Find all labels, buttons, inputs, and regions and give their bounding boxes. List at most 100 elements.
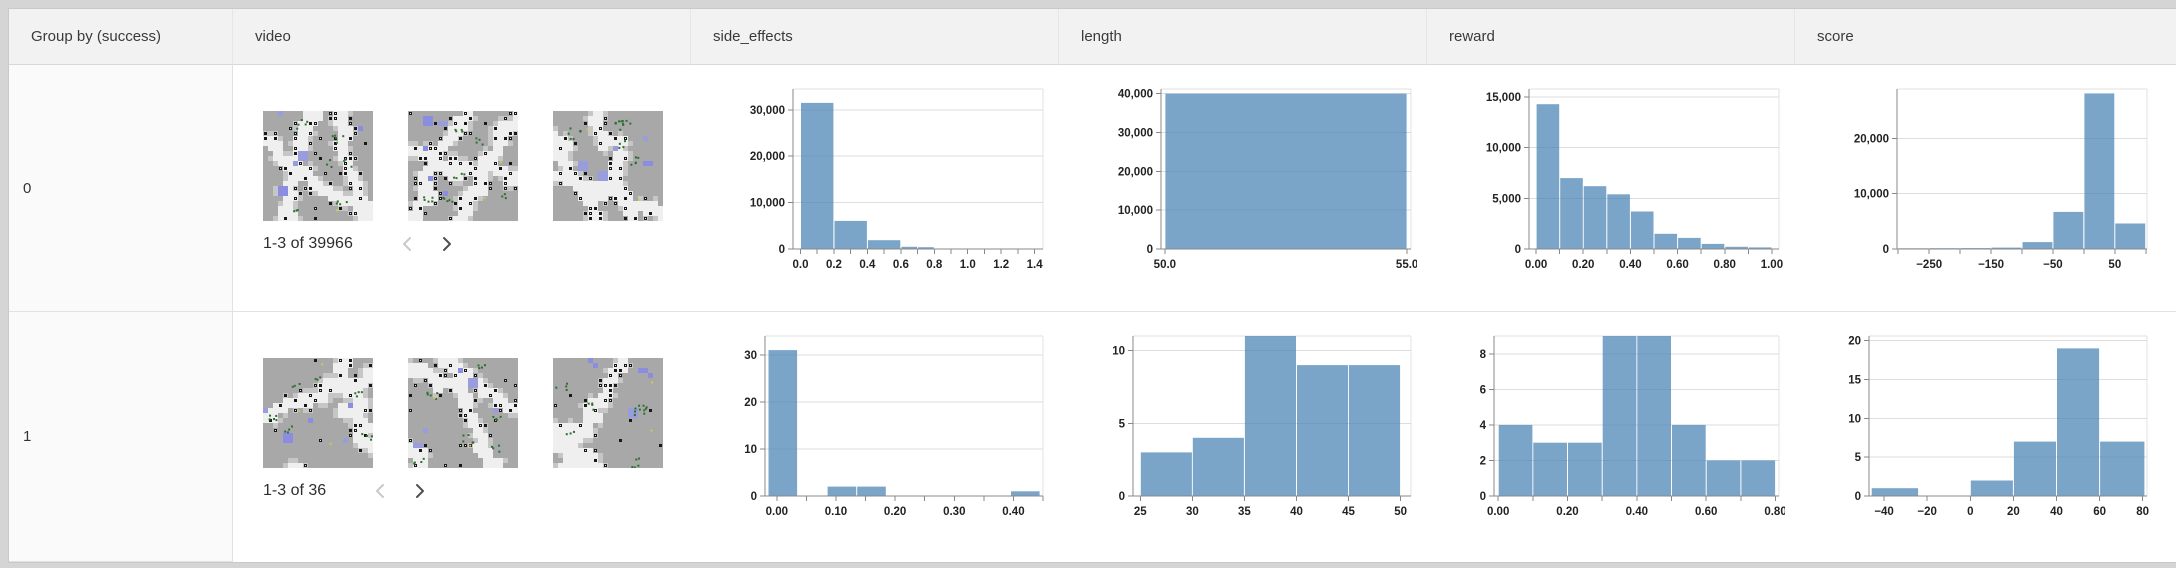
svg-text:0.6: 0.6 bbox=[893, 259, 909, 271]
svg-text:60: 60 bbox=[2093, 506, 2106, 518]
svg-text:45: 45 bbox=[1342, 506, 1355, 518]
histogram-length-group0[interactable]: 0 10,000 20,000 30,000 40,000 50.0 55.0 bbox=[1059, 65, 1427, 312]
gridworld-thumbnail[interactable] bbox=[263, 111, 373, 221]
svg-text:30,000: 30,000 bbox=[1118, 127, 1153, 139]
video-thumbnails bbox=[263, 111, 691, 221]
svg-text:−40: −40 bbox=[1874, 506, 1894, 518]
svg-text:20: 20 bbox=[1848, 336, 1861, 348]
histogram-svg: 0 10,000 20,000 −250 −150 −50 50 bbox=[1854, 88, 2148, 271]
svg-text:40: 40 bbox=[1290, 506, 1303, 518]
histogram-reward-group1[interactable]: 0 2 4 6 8 0.00 0.20 0.40 0.60 0.80 bbox=[1427, 312, 1795, 562]
svg-text:0: 0 bbox=[1515, 244, 1521, 256]
chevron-right-icon bbox=[416, 484, 425, 498]
svg-text:0.60: 0.60 bbox=[1666, 259, 1688, 271]
video-cell: 1-3 of 36 bbox=[233, 312, 691, 562]
gridworld-thumbnail[interactable] bbox=[263, 358, 373, 468]
svg-text:15,000: 15,000 bbox=[1486, 92, 1521, 104]
histogram-svg: 0 2 4 6 8 0.00 0.20 0.40 0.60 0.80 bbox=[1480, 335, 1785, 518]
gridworld-thumbnail[interactable] bbox=[553, 358, 663, 468]
header-cell-reward[interactable]: reward bbox=[1427, 9, 1795, 65]
svg-text:10: 10 bbox=[1112, 346, 1125, 358]
histogram-score-group1[interactable]: 0 5 10 15 20 −40 −20 0 20 40 60 80 bbox=[1795, 312, 2176, 562]
histogram-reward-group0[interactable]: 0 5,000 10,000 15,000 0.00 0.20 0.40 0.60 0.80 1.… bbox=[1427, 65, 1795, 312]
svg-text:30,000: 30,000 bbox=[750, 105, 785, 117]
group-value-cell: 1 bbox=[9, 312, 233, 562]
histogram-side-effects-group0[interactable]: 0 10,000 20,000 30,000 0.0 0.2 0.4 0.6 0.8 1.0 1.2… bbox=[691, 65, 1059, 312]
header-cell-score[interactable]: score bbox=[1795, 9, 2176, 65]
header-cell-video[interactable]: video bbox=[233, 9, 691, 65]
svg-text:0.80: 0.80 bbox=[1714, 259, 1736, 271]
svg-text:−250: −250 bbox=[1916, 259, 1942, 271]
gridworld-thumbnail[interactable] bbox=[553, 111, 663, 221]
svg-text:0.20: 0.20 bbox=[1556, 506, 1578, 518]
svg-text:0.40: 0.40 bbox=[1002, 506, 1024, 518]
svg-text:0: 0 bbox=[1147, 244, 1153, 256]
next-page-button[interactable] bbox=[409, 481, 429, 501]
video-thumbnails bbox=[263, 358, 691, 468]
svg-text:0.8: 0.8 bbox=[926, 259, 943, 271]
video-cell: 1-3 of 39966 bbox=[233, 65, 691, 312]
svg-text:0: 0 bbox=[1119, 491, 1125, 503]
histogram-length-group1[interactable]: 0 5 10 25 30 35 40 45 50 bbox=[1059, 312, 1427, 562]
chevron-left-icon bbox=[376, 484, 385, 498]
svg-text:20: 20 bbox=[744, 397, 757, 409]
svg-text:10: 10 bbox=[744, 444, 757, 456]
prev-page-button[interactable] bbox=[371, 481, 391, 501]
histogram-svg: 0 10,000 20,000 30,000 40,000 50.0 55.0 bbox=[1118, 88, 1417, 271]
svg-text:0.30: 0.30 bbox=[943, 506, 965, 518]
histogram-svg: 0 5 10 25 30 35 40 45 50 bbox=[1112, 335, 1412, 518]
svg-text:0.60: 0.60 bbox=[1695, 506, 1717, 518]
header-cell-side-effects[interactable]: side_effects bbox=[691, 9, 1059, 65]
grouped-runs-table: Group by (success) video side_effects le… bbox=[8, 8, 2176, 563]
svg-text:10,000: 10,000 bbox=[1854, 189, 1889, 201]
pagination-label: 1-3 of 39966 bbox=[263, 235, 353, 252]
prev-page-button[interactable] bbox=[398, 234, 418, 254]
histogram-score-group0[interactable]: 0 10,000 20,000 −250 −150 −50 50 bbox=[1795, 65, 2176, 312]
svg-text:20,000: 20,000 bbox=[1118, 166, 1153, 178]
header-cell-length[interactable]: length bbox=[1059, 9, 1427, 65]
svg-text:0.10: 0.10 bbox=[825, 506, 847, 518]
svg-text:0: 0 bbox=[1855, 491, 1861, 503]
histogram-svg: 0 5 10 15 20 −40 −20 0 20 40 60 80 bbox=[1848, 335, 2149, 518]
gridworld-thumbnail[interactable] bbox=[408, 111, 518, 221]
histogram-svg: 0 10,000 20,000 30,000 0.0 0.2 0.4 0.6 0.8 1.0 1.2… bbox=[750, 88, 1044, 271]
histogram-side-effects-group1[interactable]: 0 10 20 30 0.00 0.10 0.20 0.30 0.40 bbox=[691, 312, 1059, 562]
svg-text:40: 40 bbox=[2050, 506, 2063, 518]
svg-text:0: 0 bbox=[751, 491, 757, 503]
svg-text:0.80: 0.80 bbox=[1764, 506, 1785, 518]
svg-text:2: 2 bbox=[1480, 455, 1486, 467]
svg-text:15: 15 bbox=[1848, 374, 1861, 386]
svg-text:1.2: 1.2 bbox=[993, 259, 1009, 271]
svg-text:0.40: 0.40 bbox=[1626, 506, 1648, 518]
svg-text:0.20: 0.20 bbox=[1572, 259, 1594, 271]
pagination: 1-3 of 36 bbox=[263, 481, 691, 501]
svg-text:0: 0 bbox=[1480, 491, 1486, 503]
svg-text:30: 30 bbox=[744, 350, 757, 362]
svg-text:6: 6 bbox=[1480, 384, 1486, 396]
svg-text:40,000: 40,000 bbox=[1118, 89, 1153, 101]
histogram-svg: 0 10 20 30 0.00 0.10 0.20 0.30 0.40 bbox=[744, 335, 1044, 518]
svg-text:8: 8 bbox=[1480, 349, 1487, 361]
svg-text:1.4: 1.4 bbox=[1027, 259, 1044, 271]
svg-text:0.40: 0.40 bbox=[1619, 259, 1641, 271]
svg-text:0: 0 bbox=[1967, 506, 1973, 518]
svg-text:10,000: 10,000 bbox=[1486, 143, 1521, 155]
svg-text:80: 80 bbox=[2136, 506, 2149, 518]
svg-text:0.0: 0.0 bbox=[793, 259, 809, 271]
svg-text:−20: −20 bbox=[1917, 506, 1937, 518]
pagination: 1-3 of 39966 bbox=[263, 234, 691, 254]
svg-text:0: 0 bbox=[779, 244, 785, 256]
svg-text:50.0: 50.0 bbox=[1154, 259, 1176, 271]
gridworld-thumbnail[interactable] bbox=[408, 358, 518, 468]
svg-text:10,000: 10,000 bbox=[1118, 205, 1153, 217]
svg-text:10,000: 10,000 bbox=[750, 198, 785, 210]
chevron-right-icon bbox=[442, 237, 451, 251]
svg-text:5,000: 5,000 bbox=[1492, 193, 1521, 205]
next-page-button[interactable] bbox=[436, 234, 456, 254]
svg-text:20,000: 20,000 bbox=[750, 151, 785, 163]
svg-text:0.00: 0.00 bbox=[766, 506, 788, 518]
svg-text:1.0: 1.0 bbox=[960, 259, 976, 271]
pagination-label: 1-3 of 36 bbox=[263, 482, 327, 499]
header-cell-group-by[interactable]: Group by (success) bbox=[9, 9, 233, 65]
